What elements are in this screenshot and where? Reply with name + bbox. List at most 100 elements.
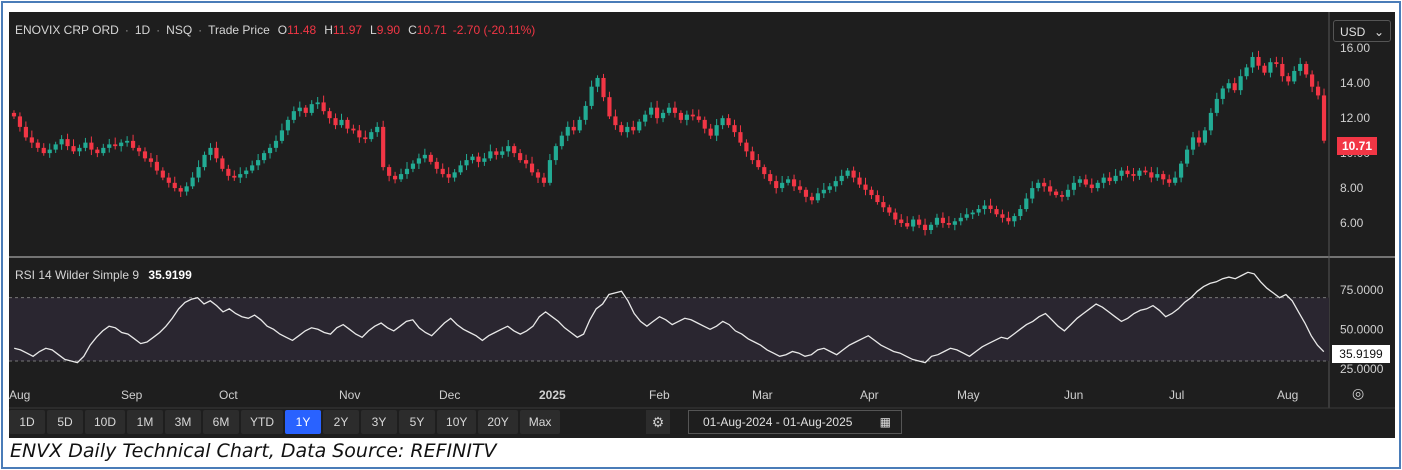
candle-body: [476, 156, 481, 162]
range-button-1d[interactable]: 1D: [9, 410, 45, 434]
calendar-icon: ▦: [879, 415, 891, 429]
range-button-ytd[interactable]: YTD: [241, 410, 284, 434]
candle-body: [41, 147, 46, 154]
x-tick-label: Dec: [439, 388, 460, 402]
candle-body: [1131, 174, 1136, 176]
candle-body: [934, 217, 940, 225]
chart-canvas[interactable]: 6.008.0010.0012.0014.0016.0025.000050.00…: [9, 12, 1395, 438]
candle-body: [267, 147, 273, 154]
range-button-5y[interactable]: 5Y: [399, 410, 436, 434]
candle-body: [291, 111, 296, 120]
candle-body: [1262, 65, 1267, 73]
eye-icon[interactable]: ◎: [1352, 385, 1365, 401]
range-button-6m[interactable]: 6M: [203, 410, 240, 434]
candle-body: [696, 116, 701, 120]
candle-body: [482, 158, 487, 162]
candle-body: [1077, 179, 1082, 183]
range-button-max[interactable]: Max: [519, 410, 561, 434]
candle-body: [148, 158, 154, 162]
candle-body: [89, 142, 94, 150]
candle-body: [202, 154, 207, 168]
candle-body: [1012, 216, 1017, 222]
candle-body: [702, 119, 707, 129]
candle-body: [512, 146, 517, 154]
range-button-10y[interactable]: 10Y: [437, 410, 477, 434]
candle-body: [660, 112, 666, 119]
candle-body: [297, 107, 302, 112]
candle-body: [488, 151, 493, 159]
candle-body: [577, 119, 582, 131]
range-button-10d[interactable]: 10D: [85, 410, 126, 434]
candle-body: [23, 126, 28, 138]
candle-body: [732, 125, 737, 133]
candle-body: [1000, 214, 1005, 218]
candle-body: [1315, 86, 1321, 96]
range-button-1y[interactable]: 1Y: [285, 410, 322, 434]
candle-body: [1220, 88, 1225, 99]
candle-body: [506, 146, 511, 152]
open-key: O: [277, 23, 288, 37]
range-button-1m[interactable]: 1M: [127, 410, 164, 434]
candle-body: [190, 177, 195, 187]
candle-body: [160, 170, 165, 178]
candle-body: [571, 126, 576, 131]
candle-body: [684, 114, 689, 120]
candle-body: [1280, 63, 1285, 77]
candle-body: [47, 149, 52, 154]
range-button-3m[interactable]: 3M: [165, 410, 202, 434]
candle-body: [940, 217, 946, 224]
candle-body: [583, 105, 588, 120]
range-button-20y[interactable]: 20Y: [478, 410, 518, 434]
range-button-5d[interactable]: 5D: [47, 410, 83, 434]
candle-body: [1184, 149, 1190, 164]
low-key: L: [370, 23, 377, 37]
currency-dropdown[interactable]: USD ⌄: [1333, 20, 1391, 42]
candle-body: [410, 163, 416, 169]
candle-body: [17, 116, 23, 127]
close-value: 10.71: [416, 23, 447, 37]
range-button-2y[interactable]: 2Y: [323, 410, 360, 434]
rsi-band: [9, 297, 1329, 361]
candle-body: [786, 179, 791, 183]
candle-body: [1179, 163, 1184, 178]
candle-body: [458, 165, 463, 173]
candle-body: [1095, 182, 1100, 189]
chevron-down-icon: ⌄: [1373, 25, 1384, 39]
open-value: 11.48: [287, 23, 317, 37]
candle-body: [303, 107, 308, 113]
gear-icon[interactable]: ⚙: [646, 410, 670, 434]
candle-body: [780, 182, 785, 189]
candle-body: [279, 130, 285, 141]
candle-body: [309, 104, 314, 113]
candle-body: [1071, 182, 1077, 190]
candle-body: [250, 165, 255, 171]
candle-body: [649, 107, 654, 115]
figure-caption: ENVX Daily Technical Chart, Data Source:…: [10, 440, 497, 462]
exchange-label: NSQ: [166, 23, 193, 37]
candle-body: [446, 174, 451, 178]
candle-body: [589, 86, 594, 106]
candle-body: [500, 151, 505, 155]
rsi-legend: RSI 14 Wilder Simple 9 35.9199: [15, 268, 192, 282]
x-tick-label: Jun: [1064, 388, 1083, 402]
candle-body: [1226, 83, 1231, 89]
candle-body: [398, 174, 404, 180]
candle-body: [857, 177, 862, 185]
candle-body: [1065, 189, 1071, 197]
candle-body: [666, 107, 672, 113]
candle-body: [71, 146, 76, 152]
range-button-3y[interactable]: 3Y: [361, 410, 398, 434]
close-key: C: [408, 23, 417, 37]
candle-body: [261, 153, 267, 161]
candle-body: [637, 121, 642, 131]
candle-body: [524, 160, 529, 164]
date-range-picker[interactable]: 01-Aug-2024 - 01-Aug-2025 ▦: [688, 410, 902, 434]
candle-body: [113, 144, 118, 147]
candle-body: [35, 142, 40, 148]
candle-body: [375, 126, 380, 133]
candle-body: [797, 186, 803, 190]
candle-body: [1250, 56, 1255, 68]
candle-body: [1143, 170, 1148, 173]
candle-body: [518, 153, 523, 161]
candle-body: [738, 132, 743, 143]
